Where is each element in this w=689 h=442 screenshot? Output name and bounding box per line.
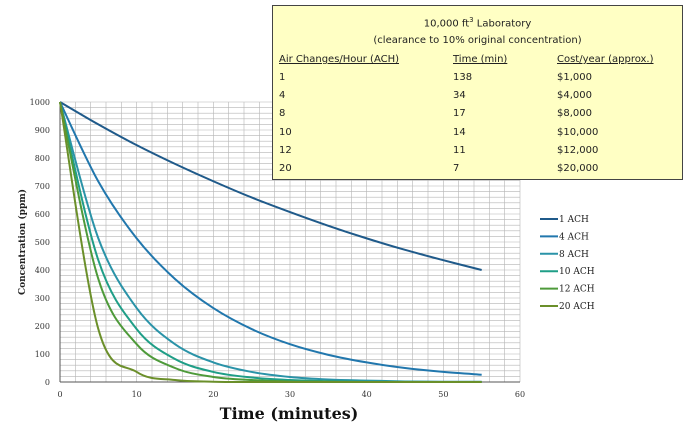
- info-table-header: Cost/year (approx.): [557, 54, 654, 65]
- info-table-cell: 4: [279, 90, 286, 102]
- x-tick-label: 50: [438, 390, 448, 399]
- series-line-20-ach: [59, 101, 482, 384]
- info-table-cell: $4,000: [557, 90, 592, 102]
- info-box-title: 10,000 ft3 Laboratory: [423, 16, 532, 30]
- info-table-cell: 34: [453, 90, 466, 102]
- legend-label: 1 ACH: [559, 215, 589, 225]
- legend-label: 8 ACH: [559, 250, 589, 260]
- info-table-cell: 17: [453, 108, 466, 120]
- info-table-cell: 11: [453, 144, 466, 156]
- y-tick-label: 800: [35, 154, 50, 163]
- info-table-cell: $1,000: [557, 72, 592, 83]
- info-table-cell: 8: [279, 108, 286, 120]
- legend-label: 20 ACH: [559, 302, 595, 312]
- y-tick-label: 600: [35, 210, 50, 219]
- info-table-header: Air Changes/Hour (ACH): [279, 54, 400, 65]
- info-table-cell: 20: [279, 163, 292, 174]
- info-table-cell: 10: [279, 126, 292, 138]
- y-axis-label: Concentration (ppm): [17, 189, 28, 295]
- x-tick-label: 60: [515, 390, 525, 399]
- x-axis-label: Time (minutes): [220, 404, 359, 423]
- y-tick-label: 700: [35, 182, 50, 191]
- info-table-cell: $8,000: [557, 108, 592, 120]
- y-tick-label: 400: [35, 266, 50, 275]
- x-tick-label: 40: [362, 390, 372, 399]
- info-table-cell: 7: [453, 163, 460, 174]
- legend-label: 10 ACH: [559, 267, 595, 277]
- info-table-cell: 12: [279, 144, 292, 156]
- info-box: 10,000 ft3 Laboratory (clearance to 10% …: [272, 5, 683, 180]
- y-tick-label: 500: [35, 238, 50, 247]
- legend-label: 12 ACH: [559, 285, 595, 295]
- x-tick-label: 20: [208, 390, 218, 399]
- series-line-1-ach: [59, 101, 482, 271]
- y-tick-label: 200: [35, 322, 50, 331]
- x-tick-label: 0: [57, 390, 62, 399]
- tick-labels: 0 10 20 30 40 50 60010020030040050060070080090…: [30, 98, 525, 399]
- x-tick-label: 10: [132, 390, 142, 399]
- x-tick-label: 30: [285, 390, 295, 399]
- y-tick-label: 300: [35, 294, 50, 303]
- y-tick-label: 100: [35, 350, 50, 359]
- info-table-cell: $20,000: [557, 163, 599, 174]
- y-tick-label: 900: [35, 126, 50, 135]
- series-lines: [59, 101, 482, 384]
- legend: 1 ACH 4 ACH 8 ACH 10 ACH 12 ACH 20 ACH: [540, 215, 595, 312]
- info-table-cell: 138: [453, 72, 473, 83]
- series-line-4-ach: [59, 101, 482, 376]
- info-table-cell: 1: [279, 72, 286, 83]
- info-table-header: Time (min): [453, 54, 508, 65]
- info-box-subtitle: (clearance to 10% original concentration…: [373, 35, 582, 46]
- y-tick-label: 0: [45, 378, 50, 387]
- info-table-cell: 14: [453, 126, 466, 138]
- info-table-cell: $10,000: [557, 126, 599, 138]
- legend-label: 4 ACH: [559, 232, 589, 242]
- info-table-cell: $12,000: [557, 144, 599, 156]
- y-tick-label: 1000: [30, 98, 50, 107]
